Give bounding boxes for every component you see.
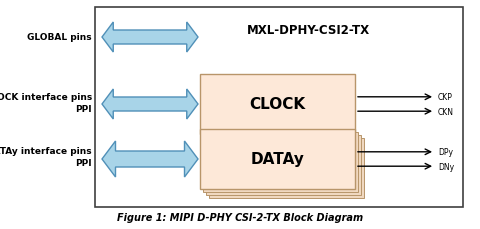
Bar (203, 132, 358, 192)
Bar (200, 75, 355, 134)
Text: CLOCK interface pins: CLOCK interface pins (0, 93, 92, 102)
Text: DPy: DPy (438, 148, 453, 157)
Text: DNy: DNy (438, 162, 454, 171)
Text: CKP: CKP (438, 93, 453, 102)
Text: Figure 1: MIPI D-PHY CSI-2-TX Block Diagram: Figure 1: MIPI D-PHY CSI-2-TX Block Diag… (117, 212, 363, 222)
Text: MXL-DPHY-CSI2-TX: MXL-DPHY-CSI2-TX (247, 23, 370, 36)
Polygon shape (102, 90, 198, 120)
Bar (209, 138, 364, 198)
Bar (200, 129, 355, 189)
Text: PPI: PPI (75, 105, 92, 114)
Text: DATAy: DATAy (251, 152, 304, 167)
Text: CKN: CKN (438, 107, 454, 116)
Bar (206, 135, 361, 195)
Text: GLOBAL pins: GLOBAL pins (27, 33, 92, 42)
Text: PPI: PPI (75, 159, 92, 168)
Text: DATAy interface pins: DATAy interface pins (0, 147, 92, 156)
Polygon shape (102, 141, 198, 177)
Text: CLOCK: CLOCK (250, 97, 306, 112)
Bar (95, 8, 463, 207)
Polygon shape (102, 23, 198, 53)
